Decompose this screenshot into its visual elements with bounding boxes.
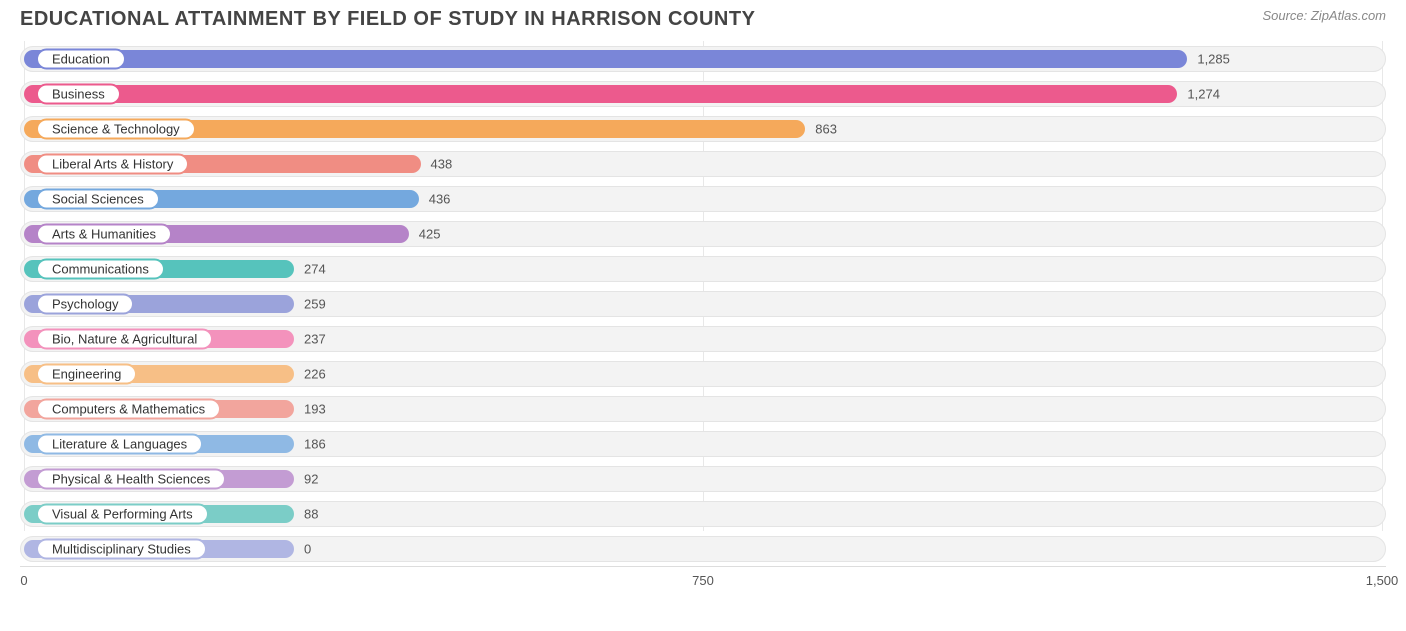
bar-value-label: 88 xyxy=(304,506,318,521)
chart-area: Education 1,285 Business 1,274 Science & Tec… xyxy=(20,41,1386,591)
bar-row: Business 1,274 xyxy=(20,76,1386,111)
bar-category-badge: Literature & Languages xyxy=(36,433,203,454)
bar-category-badge: Computers & Mathematics xyxy=(36,398,221,419)
bar-category-badge: Visual & Performing Arts xyxy=(36,503,209,524)
bar-row: Liberal Arts & History 438 xyxy=(20,146,1386,181)
bar-value-label: 186 xyxy=(304,436,326,451)
bar-value-label: 1,274 xyxy=(1187,86,1220,101)
bar-row: Social Sciences 436 xyxy=(20,181,1386,216)
bar-row: Arts & Humanities 425 xyxy=(20,216,1386,251)
bar-value-label: 259 xyxy=(304,296,326,311)
bar-category-badge: Physical & Health Sciences xyxy=(36,468,226,489)
bar-value-label: 237 xyxy=(304,331,326,346)
bar-category-badge: Liberal Arts & History xyxy=(36,153,189,174)
bar-value-label: 425 xyxy=(419,226,441,241)
x-axis-tick-label: 0 xyxy=(20,573,27,588)
bar-row: Literature & Languages 186 xyxy=(20,426,1386,461)
bar-row: Engineering 226 xyxy=(20,356,1386,391)
bar-category-badge: Education xyxy=(36,48,126,69)
chart-source: Source: ZipAtlas.com xyxy=(1262,8,1386,23)
bar-fill xyxy=(24,85,1177,103)
bar-row: Communications 274 xyxy=(20,251,1386,286)
bar-row: Physical & Health Sciences 92 xyxy=(20,461,1386,496)
bar-category-badge: Communications xyxy=(36,258,165,279)
bar-category-badge: Science & Technology xyxy=(36,118,196,139)
bar-value-label: 0 xyxy=(304,541,311,556)
bar-row: Psychology 259 xyxy=(20,286,1386,321)
bar-value-label: 436 xyxy=(429,191,451,206)
bar-category-badge: Multidisciplinary Studies xyxy=(36,538,207,559)
bar-row: Visual & Performing Arts 88 xyxy=(20,496,1386,531)
bar-value-label: 1,285 xyxy=(1197,51,1230,66)
bar-category-badge: Social Sciences xyxy=(36,188,160,209)
x-axis: 07501,500 xyxy=(20,566,1386,591)
bar-category-badge: Engineering xyxy=(36,363,137,384)
bar-row: Education 1,285 xyxy=(20,41,1386,76)
bar-row: Multidisciplinary Studies 0 xyxy=(20,531,1386,566)
bar-value-label: 226 xyxy=(304,366,326,381)
bar-category-badge: Psychology xyxy=(36,293,134,314)
bar-value-label: 438 xyxy=(431,156,453,171)
bar-value-label: 863 xyxy=(815,121,837,136)
chart-title: EDUCATIONAL ATTAINMENT BY FIELD OF STUDY… xyxy=(20,8,755,31)
bar-row: Science & Technology 863 xyxy=(20,111,1386,146)
bar-category-badge: Arts & Humanities xyxy=(36,223,172,244)
chart-rows: Education 1,285 Business 1,274 Science & Tec… xyxy=(20,41,1386,566)
x-axis-tick-label: 750 xyxy=(692,573,714,588)
bar-row: Computers & Mathematics 193 xyxy=(20,391,1386,426)
bar-category-badge: Business xyxy=(36,83,121,104)
bar-fill xyxy=(24,50,1187,68)
bar-value-label: 274 xyxy=(304,261,326,276)
bar-value-label: 193 xyxy=(304,401,326,416)
bar-row: Bio, Nature & Agricultural 237 xyxy=(20,321,1386,356)
bar-value-label: 92 xyxy=(304,471,318,486)
x-axis-tick-label: 1,500 xyxy=(1366,573,1399,588)
bar-category-badge: Bio, Nature & Agricultural xyxy=(36,328,213,349)
chart-header: EDUCATIONAL ATTAINMENT BY FIELD OF STUDY… xyxy=(0,0,1406,35)
